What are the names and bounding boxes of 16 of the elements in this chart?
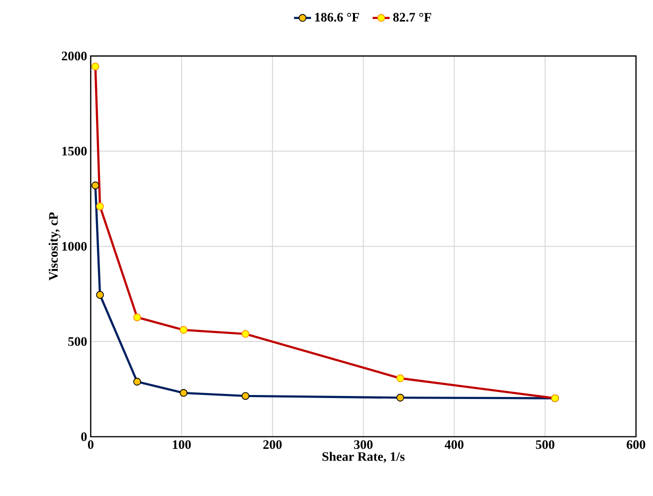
x-tick-label: 200 <box>263 440 282 449</box>
y-tick-label: 1000 <box>62 242 87 251</box>
y-tick-label: 2000 <box>62 52 87 60</box>
y-axis-title: Viscosity, cP <box>48 212 60 280</box>
x-tick-label: 500 <box>536 440 554 449</box>
x-tick-label: 600 <box>626 440 646 449</box>
y-tick-label: 500 <box>68 337 87 346</box>
x-tick-label: 0 <box>88 440 94 449</box>
legend-label: 186.6 °F <box>315 12 359 22</box>
x-tick-label: 300 <box>354 440 373 449</box>
legend-label: 82.7 °F <box>393 12 432 22</box>
y-tick-label: 0 <box>81 432 87 442</box>
x-tick-label: 100 <box>172 440 191 449</box>
x-tick-label: 400 <box>444 440 464 449</box>
x-axis-title: Shear Rate, 1/s <box>322 452 405 463</box>
y-tick-label: 1500 <box>62 146 87 156</box>
